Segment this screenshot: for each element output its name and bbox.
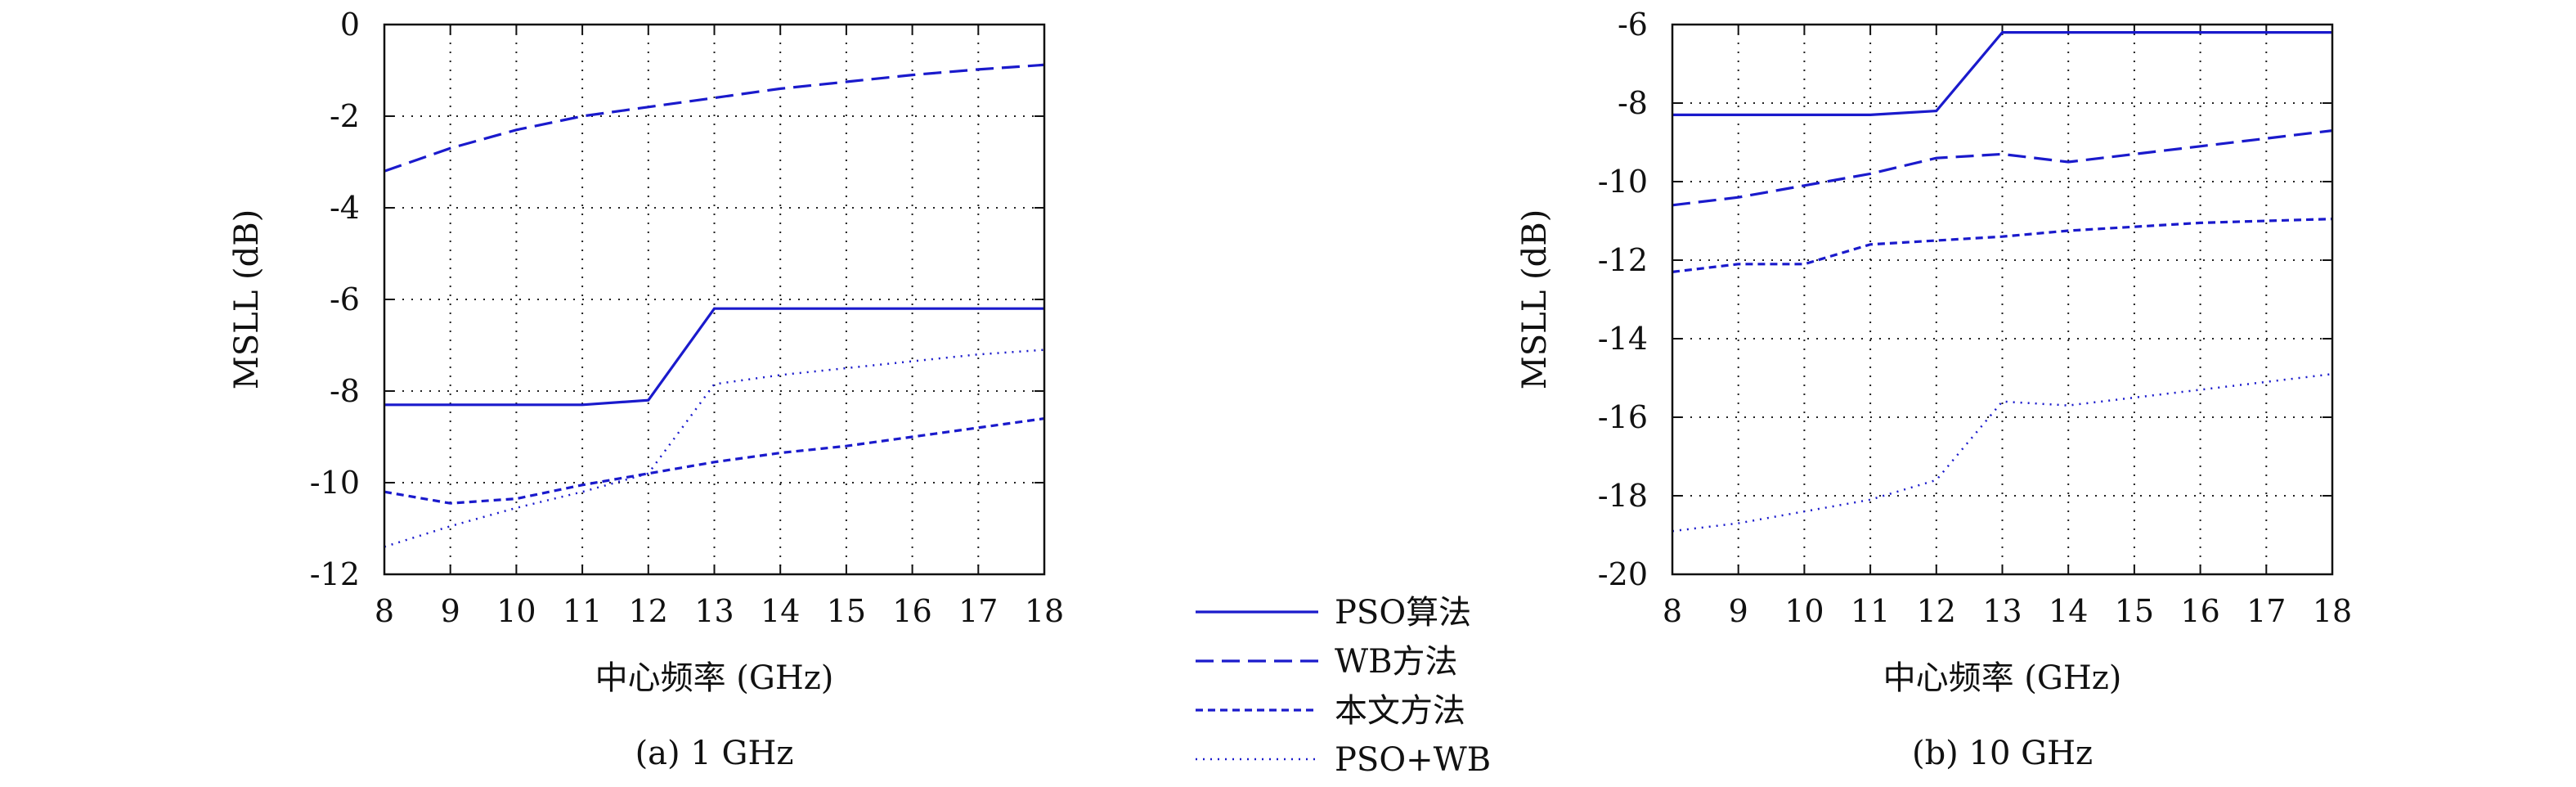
x-tick-label: 15 xyxy=(827,593,866,629)
x-tick-label: 13 xyxy=(1982,593,2022,629)
x-tick-label: 8 xyxy=(1663,593,1682,629)
x-tick-label: 14 xyxy=(2049,593,2088,629)
y-tick-label: -6 xyxy=(330,281,360,317)
x-tick-label: 9 xyxy=(1729,593,1748,629)
legend-label: PSO+WB xyxy=(1335,741,1491,779)
y-tick-label: -4 xyxy=(330,190,360,226)
y-axis-label: MSLL (dB) xyxy=(1516,209,1554,389)
series-line-1 xyxy=(384,307,1044,407)
x-tick-label: 12 xyxy=(1917,593,1956,629)
chart-caption: (a) 1 GHz xyxy=(635,735,794,772)
x-tick-label: 10 xyxy=(496,593,536,629)
plot-frame xyxy=(383,23,1046,576)
series-line-4 xyxy=(1672,372,2333,533)
y-tick-label: -8 xyxy=(330,373,360,409)
plot-frame xyxy=(1671,23,2334,576)
x-tick-label: 16 xyxy=(2180,593,2219,629)
x-axis-label: 中心频率 (GHz) xyxy=(1883,659,2122,697)
legend-label: WB方法 xyxy=(1335,643,1458,681)
y-tick-label: -18 xyxy=(1598,478,1648,514)
x-tick-label: 12 xyxy=(629,593,668,629)
y-tick-label: -20 xyxy=(1598,556,1648,592)
chart-panel-b: 8 9 10 11 12 13 14 15 16 17 18 -6 -8 -10 -12 -14 -16 -18 -… xyxy=(1516,7,2352,772)
x-tick-label: 17 xyxy=(958,593,998,629)
y-tick-label: -2 xyxy=(330,98,360,134)
y-tick-label: -10 xyxy=(310,465,360,501)
x-tick-label: 10 xyxy=(1784,593,1824,629)
x-tick-label: 13 xyxy=(694,593,734,629)
x-tick-label: 15 xyxy=(2115,593,2154,629)
y-tick-label: -12 xyxy=(1598,242,1648,278)
x-tick-label: 11 xyxy=(1851,593,1890,629)
y-axis-label: MSLL (dB) xyxy=(228,209,266,389)
x-tick-label: 11 xyxy=(563,593,602,629)
series-line-1 xyxy=(1672,30,2332,116)
x-axis-label: 中心频率 (GHz) xyxy=(595,659,834,697)
y-tick-label: -8 xyxy=(1618,85,1648,121)
legend-label: PSO算法 xyxy=(1335,594,1471,632)
y-tick-label: 0 xyxy=(340,7,360,43)
y-tick-label: -10 xyxy=(1598,164,1648,200)
x-tick-label: 18 xyxy=(1025,593,1064,629)
series-line-2 xyxy=(384,63,1045,173)
x-tick-label: 18 xyxy=(2313,593,2352,629)
x-tick-label: 14 xyxy=(761,593,800,629)
chart-caption: (b) 10 GHz xyxy=(1912,735,2093,772)
y-tick-label: -14 xyxy=(1598,321,1648,357)
chart-panel-a: 8 9 10 11 12 13 14 15 16 17 18 0 -2 -4 -6 -8 -10 -12 中心频率 … xyxy=(228,7,1064,772)
y-tick-label: -12 xyxy=(310,556,360,592)
x-tick-label: 16 xyxy=(892,593,931,629)
x-tick-label: 17 xyxy=(2246,593,2286,629)
y-tick-label: -16 xyxy=(1598,399,1648,435)
legend-label: 本文方法 xyxy=(1335,692,1465,730)
series-line-2 xyxy=(1672,129,2333,207)
series-line-3 xyxy=(384,417,1045,505)
series-line-3 xyxy=(1672,218,2333,273)
x-tick-label: 9 xyxy=(441,593,460,629)
x-tick-label: 8 xyxy=(375,593,394,629)
y-tick-label: -6 xyxy=(1618,7,1648,43)
